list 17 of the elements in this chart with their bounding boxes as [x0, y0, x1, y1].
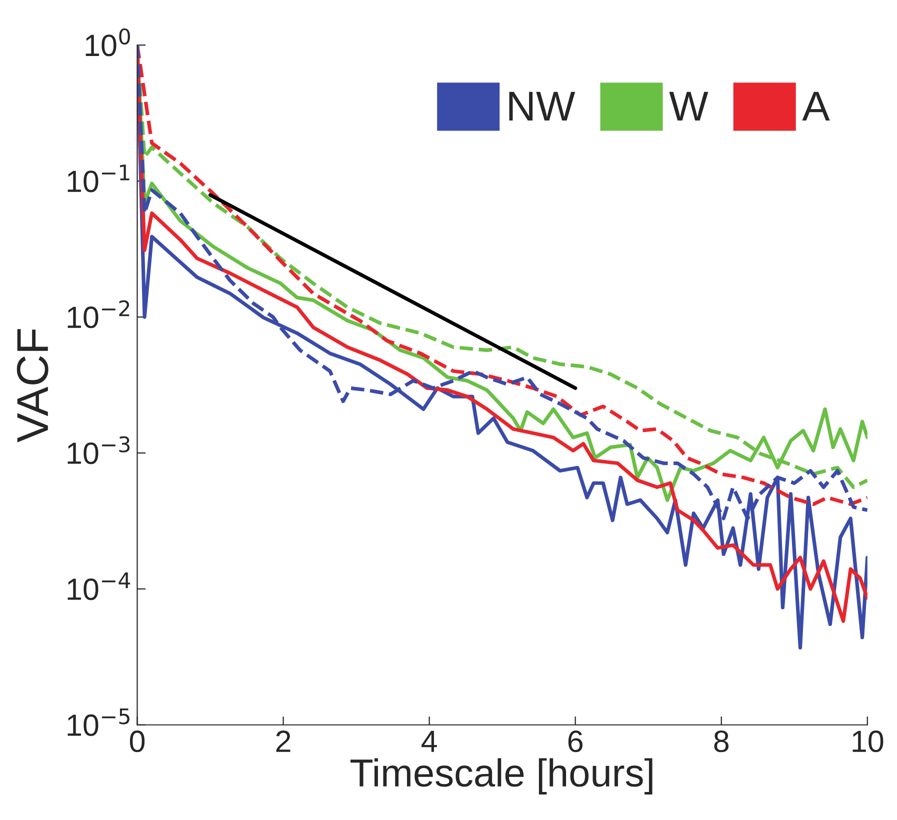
y-tick-label: 10$^{0}$ — [86, 28, 130, 56]
y-tick-label: 10$^{−1}$ — [68, 164, 130, 192]
legend-label: A — [802, 92, 830, 121]
y-tick-label: 10$^{−5}$ — [68, 708, 130, 736]
x-tick-label: 2 — [276, 730, 290, 752]
x-tick-label: 8 — [714, 730, 729, 752]
y-tick-label: 10$^{−2}$ — [68, 300, 130, 328]
x-tick-label: 10 — [852, 730, 884, 752]
x-tick-label: 6 — [568, 730, 582, 752]
x-tick-label: 0 — [130, 730, 145, 752]
y-tick-label: 10$^{−3}$ — [68, 436, 130, 464]
y-tick-label: 10$^{−4}$ — [68, 572, 130, 600]
legend-label: W — [669, 92, 708, 121]
y-axis-title: VACF — [16, 329, 48, 442]
x-axis-title: Timescale [hours] — [350, 758, 652, 794]
legend-label: NW — [509, 92, 576, 121]
x-tick-label: 4 — [422, 730, 437, 752]
